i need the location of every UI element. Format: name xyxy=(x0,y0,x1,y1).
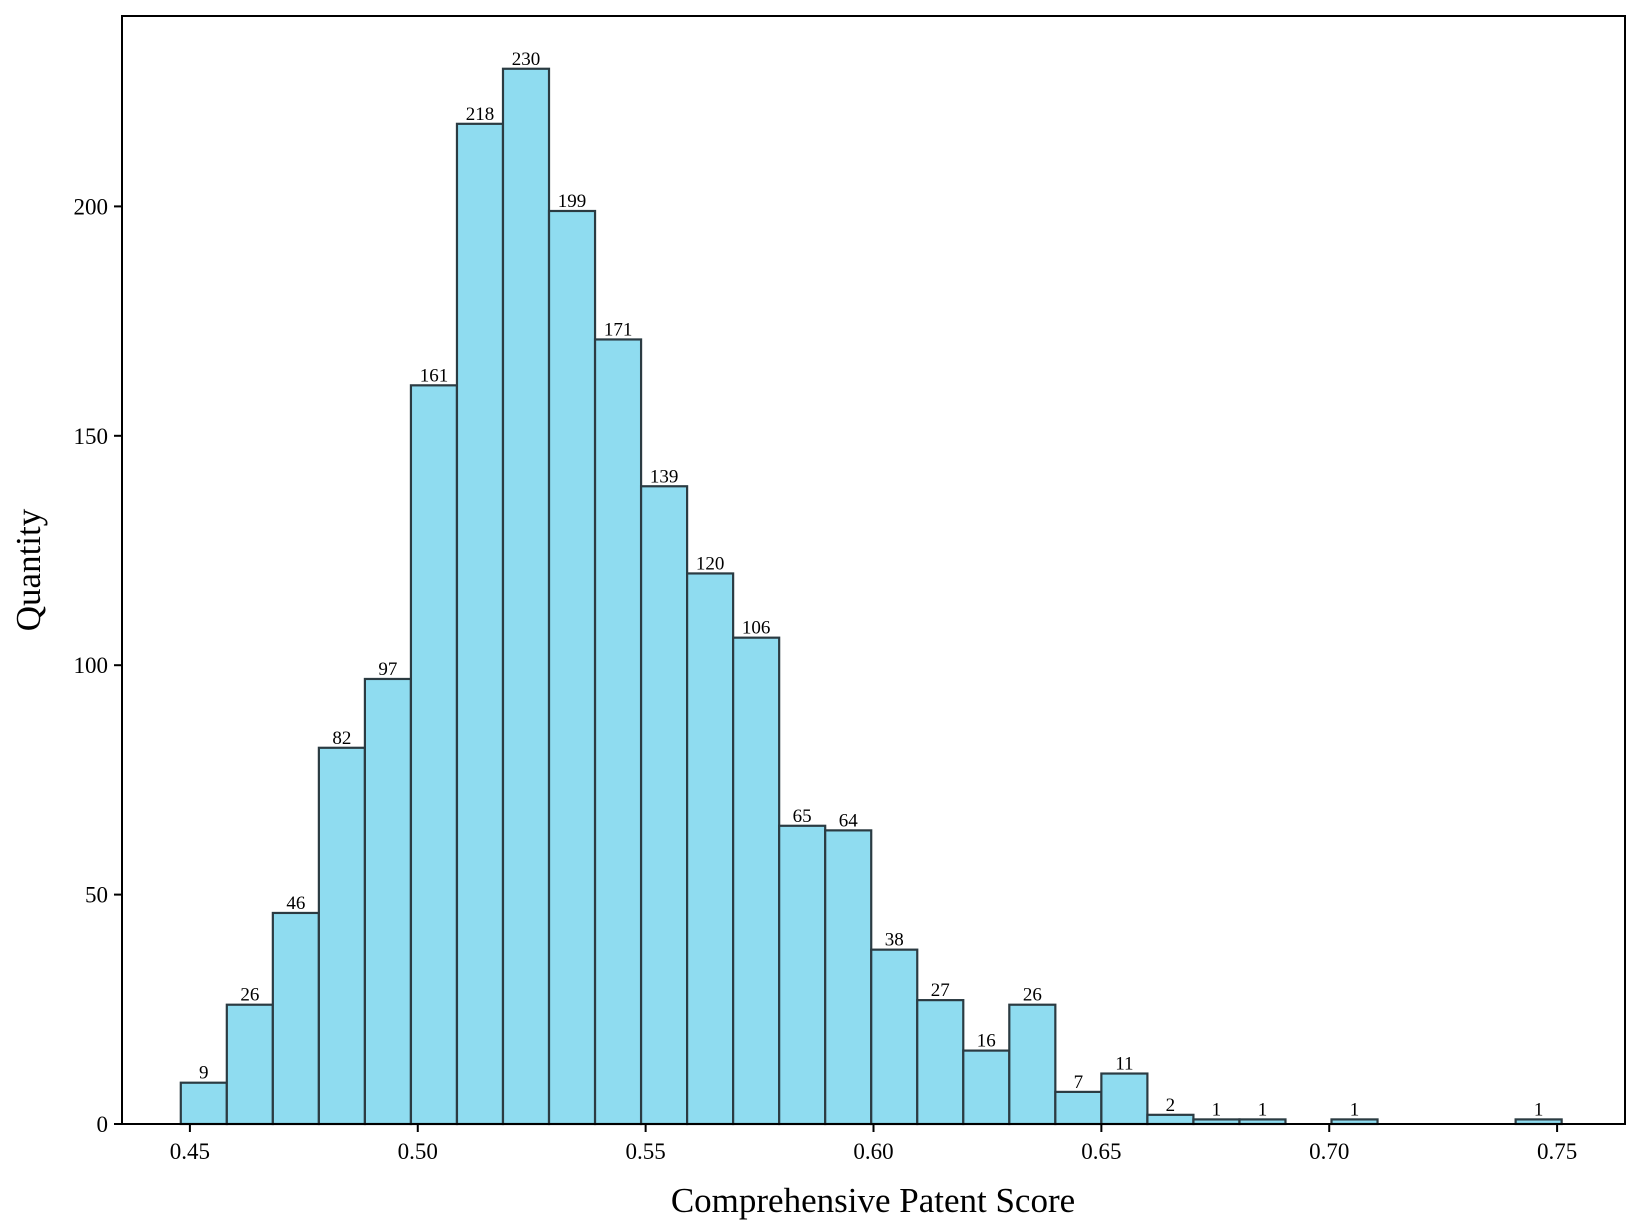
x-tick-label: 0.70 xyxy=(1309,1139,1349,1164)
bar-value-label: 38 xyxy=(885,930,904,951)
x-tick-label: 0.50 xyxy=(398,1139,438,1164)
histogram-bar xyxy=(1146,1113,1195,1126)
histogram-bar xyxy=(1100,1072,1149,1126)
bar-value-label: 7 xyxy=(1074,1072,1084,1093)
x-tick-label: 0.45 xyxy=(170,1139,210,1164)
x-tick-label: 0.65 xyxy=(1081,1139,1121,1164)
histogram-bar xyxy=(732,636,781,1126)
x-axis-ticks: 0.45 0.50 0.55 0.60 0.65 0.70 0.75 xyxy=(170,1124,1577,1164)
bar-value-label: 64 xyxy=(839,810,859,831)
histogram-bar xyxy=(824,829,873,1126)
histogram-bar xyxy=(363,677,413,1126)
bar-value-label: 27 xyxy=(931,980,950,1001)
bar-value-label: 11 xyxy=(1115,1054,1133,1075)
y-tick-label: 150 xyxy=(74,424,109,449)
histogram-bar xyxy=(317,746,367,1126)
histogram-bar xyxy=(870,948,919,1126)
bar-value-label: 9 xyxy=(199,1063,209,1084)
bar-value-label: 65 xyxy=(793,806,812,827)
histogram-bar xyxy=(225,1003,274,1126)
bar-value-label: 26 xyxy=(1023,985,1042,1006)
histogram-bar xyxy=(1008,1003,1057,1126)
x-tick-label: 0.60 xyxy=(853,1139,893,1164)
histogram-bar xyxy=(547,209,597,1126)
bar-value-label: 97 xyxy=(378,659,397,680)
bar-value-label: 1 xyxy=(1350,1099,1360,1120)
histogram-bar xyxy=(179,1081,228,1126)
bar-value-label: 82 xyxy=(332,728,351,749)
bar-value-label: 2 xyxy=(1166,1095,1176,1116)
histogram-bar xyxy=(916,999,965,1126)
histogram-bar xyxy=(1054,1090,1103,1126)
y-tick-label: 0 xyxy=(97,1112,109,1137)
bar-value-label: 161 xyxy=(420,365,449,386)
bar-value-label: 120 xyxy=(696,553,725,574)
bar-value-label: 218 xyxy=(466,104,495,125)
bar-value-label: 171 xyxy=(604,319,633,340)
bar-value-label: 106 xyxy=(742,618,771,639)
bar-value-label: 139 xyxy=(650,466,679,487)
histogram-bar xyxy=(639,485,689,1126)
bar-value-label: 46 xyxy=(286,893,305,914)
y-axis-title: Quantity xyxy=(9,508,48,631)
bar-value-label: 1 xyxy=(1258,1099,1268,1120)
x-axis-title: Comprehensive Patent Score xyxy=(671,1181,1075,1220)
histogram-bar xyxy=(962,1049,1011,1126)
bar-value-label: 1 xyxy=(1212,1099,1222,1120)
histogram-bar xyxy=(455,122,505,1126)
y-tick-label: 200 xyxy=(74,194,109,219)
histogram-bar xyxy=(271,911,320,1126)
histogram-bar xyxy=(778,824,827,1126)
y-axis-ticks: 0 50 100 150 200 xyxy=(74,194,122,1137)
x-tick-label: 0.55 xyxy=(626,1139,666,1164)
y-tick-label: 100 xyxy=(74,653,109,678)
histogram-bar xyxy=(501,67,551,1126)
bar-value-label: 230 xyxy=(512,49,541,70)
histogram-bar xyxy=(409,384,459,1126)
histogram-bar xyxy=(686,572,735,1126)
bar-value-label: 26 xyxy=(240,985,259,1006)
histogram-bar xyxy=(593,338,643,1126)
x-tick-label: 0.75 xyxy=(1537,1139,1577,1164)
y-tick-label: 50 xyxy=(85,883,108,908)
bars-group xyxy=(179,67,1563,1126)
bar-value-label: 1 xyxy=(1534,1099,1544,1120)
bar-value-label: 199 xyxy=(558,191,587,212)
bar-value-label: 16 xyxy=(977,1031,996,1052)
